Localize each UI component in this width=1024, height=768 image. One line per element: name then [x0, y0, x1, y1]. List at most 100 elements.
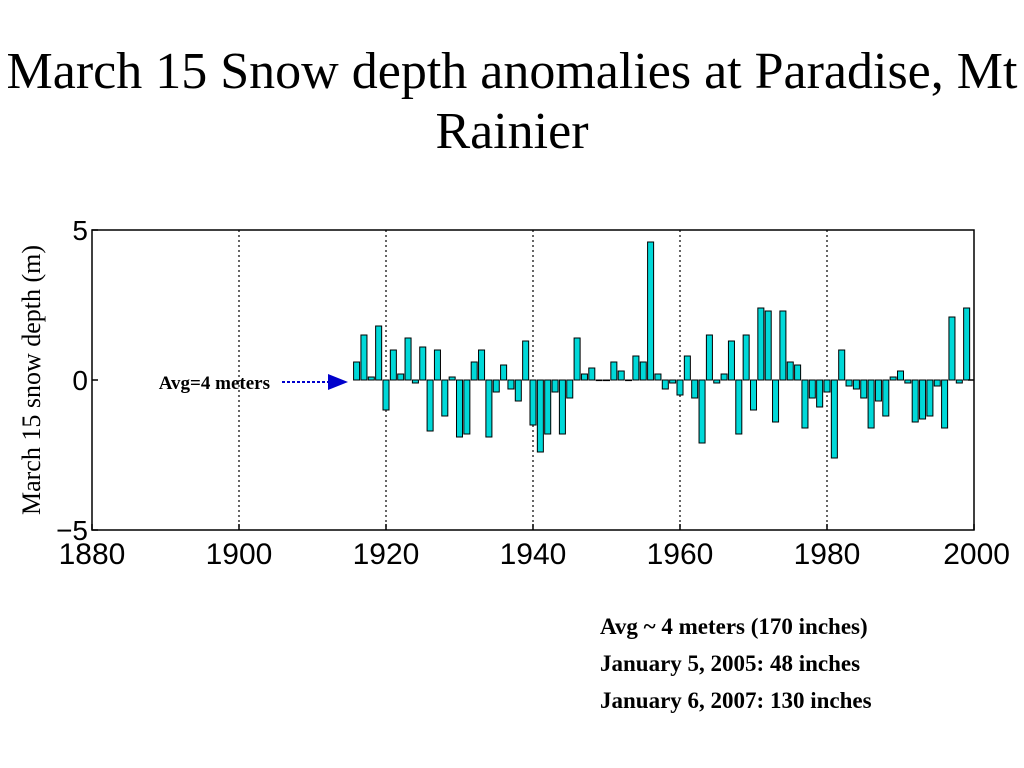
bar-1957	[654, 373, 662, 381]
bar-1995	[933, 379, 941, 387]
bar-1925	[419, 346, 427, 381]
bar-1936	[500, 364, 508, 381]
bar-1932	[470, 361, 478, 381]
bar-1969	[742, 334, 750, 381]
bar-1980	[823, 379, 831, 393]
x-tick-label: 1940	[500, 538, 567, 571]
bar-1985	[860, 379, 868, 399]
bar-1968	[735, 379, 743, 435]
bar-1996	[941, 379, 949, 429]
x-tick-label: 1960	[647, 538, 714, 571]
bar-1931	[463, 379, 471, 435]
bar-1918	[367, 376, 375, 381]
bar-1924	[411, 379, 419, 384]
bar-1993	[919, 379, 927, 420]
bar-1958	[661, 379, 669, 390]
x-tick-label: 1920	[353, 538, 420, 571]
x-tick-label: 1900	[206, 538, 273, 571]
bar-1929	[448, 376, 456, 381]
bar-1991	[904, 379, 912, 384]
bar-1983	[845, 379, 853, 387]
bar-1974	[779, 310, 787, 381]
note-2005: January 5, 2005: 48 inches	[600, 651, 861, 676]
bar-1951	[610, 361, 618, 381]
bar-1992	[911, 379, 919, 423]
y-axis-label: March 15 snow depth (m)	[17, 245, 46, 515]
bar-1938	[514, 379, 522, 402]
bar-1946	[573, 337, 581, 381]
bar-1990	[896, 370, 905, 381]
bar-1923	[404, 337, 412, 381]
bar-1979	[816, 379, 824, 408]
bar-1922	[397, 373, 405, 381]
bar-1970	[749, 379, 758, 411]
bar-1972	[764, 310, 772, 381]
x-tick-label: 1980	[794, 538, 861, 571]
bar-1920	[382, 379, 390, 411]
bars	[353, 241, 971, 459]
bar-1941	[536, 379, 544, 453]
bar-1962	[691, 379, 699, 399]
bar-1967	[727, 340, 735, 381]
bar-1945	[566, 379, 574, 399]
bar-1950	[602, 379, 611, 382]
bar-1984	[852, 379, 860, 390]
y-tick-label: −5	[56, 515, 88, 546]
bar-1981	[830, 379, 838, 459]
y-tick-label: 5	[72, 215, 88, 246]
bar-1978	[808, 379, 816, 399]
bar-1997	[948, 316, 956, 381]
bar-1963	[698, 379, 706, 444]
bar-1999	[963, 307, 971, 381]
bar-1928	[441, 379, 449, 417]
bar-1947	[580, 373, 588, 381]
bar-1987	[874, 379, 882, 402]
bar-1930	[455, 379, 464, 438]
bar-1939	[522, 340, 530, 381]
bar-1973	[772, 379, 780, 423]
bar-1956	[647, 241, 655, 381]
bar-1994	[926, 379, 934, 417]
bar-1921	[389, 349, 397, 381]
note-2007: January 6, 2007: 130 inches	[600, 688, 872, 713]
bar-1986	[867, 379, 875, 429]
bar-1916	[353, 361, 361, 381]
bar-1960	[676, 379, 684, 396]
bar-1933	[478, 349, 486, 381]
bar-1975	[786, 361, 794, 381]
note-average: Avg ~ 4 meters (170 inches)	[600, 614, 868, 639]
bar-1927	[433, 349, 441, 381]
bar-1976	[794, 364, 802, 381]
bar-1926	[426, 379, 434, 432]
x-tick-label: 1880	[59, 538, 126, 571]
slide-title: March 15 Snow depth anomalies at Paradis…	[6, 43, 1018, 160]
bar-1988	[882, 379, 890, 417]
bar-1982	[838, 349, 846, 381]
bar-1943	[551, 379, 559, 393]
bar-1952	[617, 370, 625, 381]
bar-1961	[683, 355, 691, 381]
x-tick-label: 2000	[943, 538, 1010, 571]
bar-1942	[544, 379, 552, 435]
bar-1989	[889, 376, 897, 381]
axis-ticks: 1880 1900 1920 1940 1960 1980 2000 5 0 −5	[56, 215, 1010, 571]
bar-1940	[529, 379, 537, 426]
bar-1919	[375, 325, 383, 381]
bar-1964	[705, 334, 713, 381]
annotation-label: Avg=4 meters	[159, 373, 270, 394]
bar-1965	[713, 379, 721, 384]
bar-1934	[485, 379, 493, 438]
bar-1971	[757, 307, 765, 381]
bar-1955	[639, 361, 647, 381]
bar-1959	[669, 379, 677, 384]
snow-depth-bar-chart: 1880 1900 1920 1940 1960 1980 2000 5 0 −5 March 1…	[17, 215, 1010, 571]
bar-1917	[360, 334, 368, 381]
bar-1953	[625, 379, 633, 382]
bar-1944	[558, 379, 566, 435]
bar-1966	[720, 373, 728, 381]
bar-1937	[507, 379, 515, 390]
bar-1998	[955, 379, 963, 384]
bar-1977	[801, 379, 809, 429]
y-tick-label: 0	[72, 365, 88, 396]
bar-1949	[595, 379, 603, 382]
